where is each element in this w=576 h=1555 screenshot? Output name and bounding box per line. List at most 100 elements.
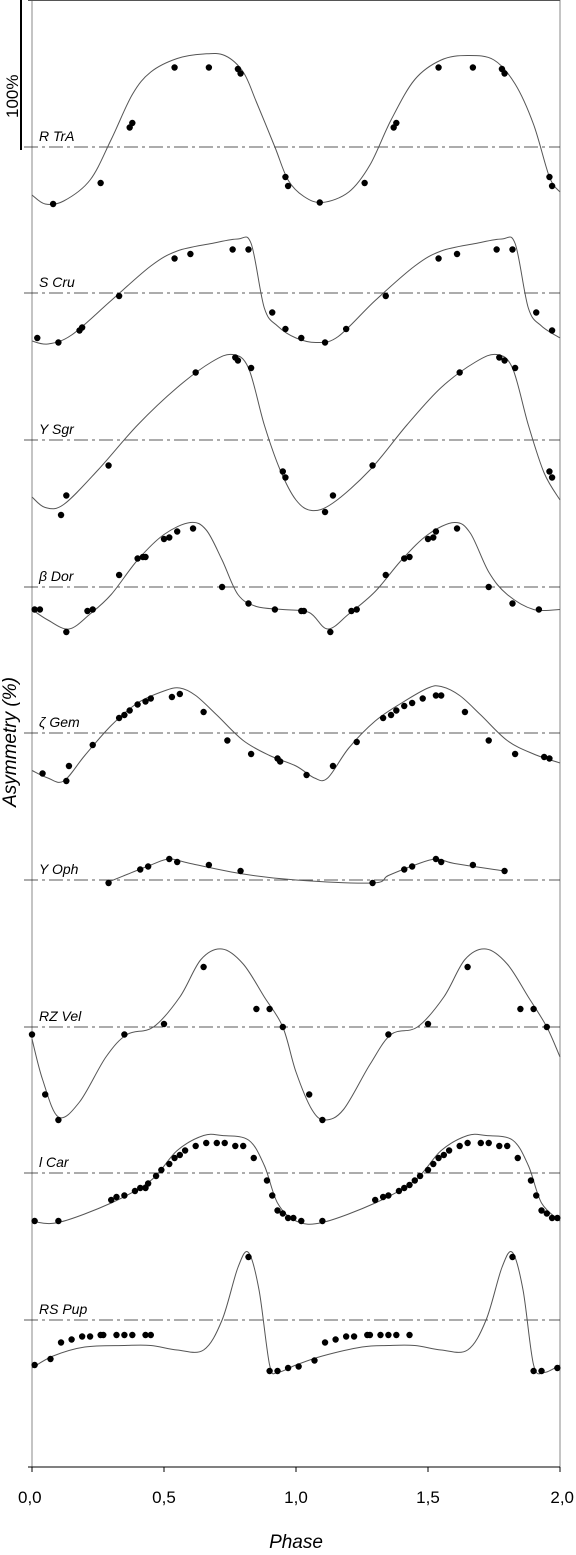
data-point (511, 364, 519, 372)
data-point (538, 1207, 545, 1214)
data-point (137, 1184, 144, 1192)
data-point (485, 583, 492, 591)
data-point (430, 534, 437, 541)
data-point (31, 1361, 38, 1369)
data-point (319, 1217, 326, 1225)
data-point (247, 364, 255, 372)
data-point (174, 858, 181, 866)
data-point (36, 606, 44, 613)
data-point (385, 1331, 392, 1339)
scale-bar-label: 100% (3, 75, 22, 118)
data-point (237, 70, 244, 77)
data-point (63, 777, 70, 785)
data-point (213, 1139, 220, 1147)
series-curve (31, 236, 561, 345)
data-point (269, 309, 276, 316)
data-point (57, 1339, 65, 1346)
data-point (229, 246, 236, 253)
data-point (477, 1139, 484, 1147)
data-point (245, 600, 252, 607)
data-point (496, 1142, 503, 1150)
data-point (464, 963, 471, 971)
data-point (501, 867, 508, 875)
data-point (406, 1331, 413, 1339)
data-point (385, 1192, 392, 1199)
panel-rs-pup: RS Pup (24, 1251, 561, 1375)
data-point (144, 1180, 152, 1187)
star-panels: R TrA S Cru Y Sgr β Dor ζ Gem Y Oph RZ Vel l Ca… (24, 52, 561, 1375)
data-point (408, 699, 416, 707)
data-point (176, 1151, 184, 1159)
data-point (401, 555, 408, 562)
data-point (548, 1214, 556, 1222)
data-point (121, 1331, 128, 1339)
data-point (554, 1364, 561, 1372)
panel-r-tra: R TrA (24, 52, 561, 208)
data-point (126, 707, 133, 714)
data-point (411, 1177, 418, 1184)
data-point (168, 693, 176, 701)
data-point (121, 1192, 128, 1199)
series-label: Y Oph (39, 861, 79, 877)
data-point (31, 1217, 38, 1225)
data-point (31, 606, 38, 613)
series-curve (31, 948, 561, 1121)
data-point (527, 1177, 535, 1184)
data-point (456, 1142, 463, 1150)
data-point (57, 511, 65, 519)
data-point (501, 70, 508, 77)
data-point (372, 1196, 379, 1204)
data-point (200, 708, 207, 716)
x-axis: 0,0 0,5 1,0 1,5 2,0 (18, 1467, 574, 1507)
panel--dor: β Dor (24, 521, 561, 636)
data-point (221, 1139, 228, 1147)
series-label: R TrA (39, 128, 75, 144)
data-point (115, 571, 123, 579)
panel-y-sgr: Y Sgr (24, 353, 561, 519)
data-point (350, 1333, 358, 1340)
data-point (501, 357, 508, 364)
series-label: S Cru (39, 274, 75, 290)
data-point (401, 702, 408, 710)
data-point (369, 462, 376, 469)
x-tick-label: 1,5 (416, 1488, 440, 1507)
data-point (509, 600, 516, 607)
x-tick-label: 2,0 (550, 1488, 574, 1507)
data-point (540, 753, 548, 761)
data-point (160, 535, 168, 543)
series-curve (31, 353, 561, 512)
data-point (63, 492, 70, 499)
data-point (250, 1154, 257, 1162)
data-point (469, 861, 477, 869)
data-point (187, 250, 194, 258)
x-tick-label: 1,0 (284, 1488, 308, 1507)
data-point (284, 1214, 292, 1222)
data-point (55, 1217, 62, 1225)
data-point (144, 863, 152, 870)
series-label: Y Sgr (39, 421, 75, 437)
data-point (218, 583, 226, 591)
data-point (406, 1181, 413, 1189)
data-point (55, 339, 62, 346)
data-point (290, 1214, 297, 1222)
data-point (485, 1139, 492, 1147)
data-point (348, 607, 355, 615)
data-point (329, 762, 337, 770)
data-point (158, 1166, 165, 1174)
data-point (445, 1147, 453, 1154)
x-tick-label: 0,5 (152, 1488, 176, 1507)
data-point (142, 553, 149, 561)
data-point (329, 492, 337, 499)
data-point (377, 1331, 384, 1339)
data-point (247, 750, 255, 758)
data-point (393, 707, 400, 714)
data-point (84, 607, 91, 615)
data-point (284, 182, 292, 190)
data-point (316, 199, 323, 206)
data-point (68, 1336, 75, 1343)
data-point (509, 1253, 516, 1261)
series-curve (105, 858, 505, 884)
data-point (332, 1336, 339, 1343)
data-point (546, 468, 553, 475)
data-point (266, 1005, 273, 1013)
